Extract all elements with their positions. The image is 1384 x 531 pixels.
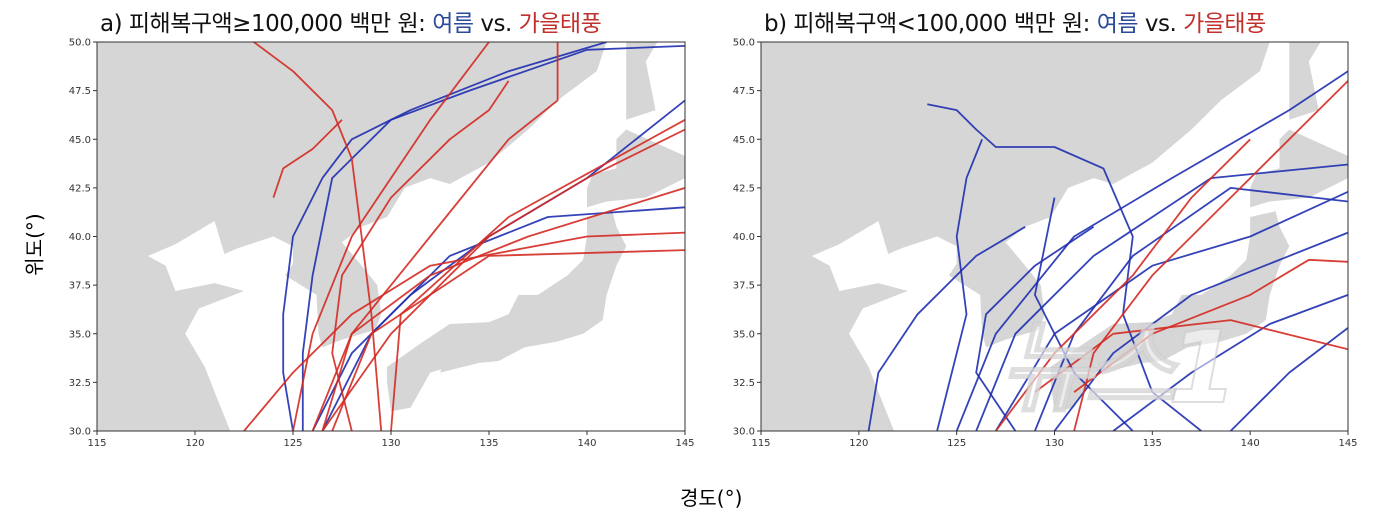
- title-summer: 여름: [432, 11, 474, 37]
- hokkaido-land: [1250, 129, 1348, 208]
- y-tick-label: 30.0: [733, 427, 755, 438]
- summer-typhoon-track: [282, 42, 607, 431]
- x-tick-label: 125: [283, 438, 302, 449]
- x-tick-label: 145: [675, 438, 694, 449]
- x-tick-label: 135: [1143, 438, 1162, 449]
- continent-land: [761, 42, 1270, 431]
- title-vs: vs.: [473, 11, 519, 37]
- y-tick-label: 45.0: [69, 135, 91, 146]
- summer-typhoon-track: [1053, 231, 1348, 431]
- summer-typhoon-track: [927, 103, 1202, 431]
- x-tick-label: 115: [751, 438, 770, 449]
- title-autumn: 가을태풍: [518, 11, 602, 37]
- autumn-typhoon-track: [311, 187, 685, 431]
- sakhalin-land: [626, 42, 658, 120]
- summer-typhoon-track: [936, 138, 983, 431]
- title-vs: vs.: [1138, 11, 1184, 37]
- summer-typhoon-track: [995, 190, 1348, 431]
- shikoku-land: [440, 347, 480, 373]
- autumn-typhoon-track: [390, 119, 685, 431]
- title-summer: 여름: [1096, 11, 1139, 37]
- autumn-typhoon-track: [995, 138, 1251, 431]
- news1-watermark: 뉴스1: [999, 309, 1239, 426]
- autumn-typhoon-track: [321, 128, 685, 431]
- x-tick-label: 125: [947, 438, 966, 449]
- summer-typhoon-track: [1229, 327, 1348, 431]
- x-tick-label: 130: [1045, 438, 1064, 449]
- y-axis-label: 위도(°): [22, 213, 47, 276]
- autumn-typhoon-track: [253, 42, 383, 431]
- x-tick-label: 120: [185, 438, 204, 449]
- y-tick-label: 30.0: [69, 427, 91, 438]
- autumn-typhoon-track: [243, 231, 685, 431]
- panel-a: 115 120 125 130 135 140 145 30.0 32.5 35.0 37.5 40.…: [69, 38, 695, 450]
- summer-typhoon-track: [955, 70, 1348, 431]
- y-tick-label: 47.5: [69, 86, 91, 97]
- summer-typhoon-track: [321, 206, 685, 431]
- summer-typhoon-track: [1034, 197, 1134, 431]
- autumn-typhoon-track: [321, 42, 559, 431]
- y-tick-label: 35.0: [69, 329, 91, 340]
- autumn-typhoon-track: [1073, 80, 1348, 431]
- hokkaido-land: [587, 129, 685, 208]
- title-prefix: b) 피해복구액<100,000 백만 원:: [764, 11, 1097, 37]
- autumn-typhoon-track: [292, 42, 490, 431]
- y-tick-label: 32.5: [733, 378, 755, 389]
- y-tick-label: 40.0: [69, 232, 91, 243]
- y-tick-label: 37.5: [69, 281, 91, 292]
- autumn-typhoon-track: [272, 119, 343, 198]
- map-layer: [97, 42, 685, 431]
- title-prefix: a) 피해복구액≥100,000 백만 원:: [100, 11, 433, 37]
- y-tick-label: 32.5: [69, 378, 91, 389]
- panel-b: 115 120 125 130 135 140 145 30.0 32.5 35.0 37.5 40.…: [733, 38, 1358, 450]
- autumn-typhoon-track: [331, 80, 510, 431]
- x-axis-label: 경도(°): [680, 486, 743, 510]
- sakhalin-land: [1289, 42, 1321, 120]
- summer-typhoon-track: [1034, 186, 1348, 431]
- y-tick-label: 47.5: [733, 86, 755, 97]
- y-tick-label: 42.5: [69, 183, 91, 194]
- x-tick-label: 140: [1241, 438, 1260, 449]
- y-tick-label: 50.0: [733, 38, 755, 49]
- x-tick-label: 115: [87, 438, 106, 449]
- y-tick-label: 45.0: [733, 135, 755, 146]
- panel-a-title: a) 피해복구액≥100,000 백만 원: 여름 vs. 가을태풍: [100, 4, 602, 38]
- y-tick-label: 37.5: [733, 281, 755, 292]
- summer-typhoon-track: [301, 45, 685, 431]
- summer-typhoon-track: [867, 226, 1026, 431]
- x-tick-label: 145: [1338, 438, 1357, 449]
- continent-land: [97, 42, 607, 431]
- x-tick-label: 130: [381, 438, 400, 449]
- x-tick-label: 135: [479, 438, 498, 449]
- autumn-typhoon-track: [1073, 258, 1348, 393]
- map-layer: [761, 42, 1348, 431]
- y-tick-label: 35.0: [733, 329, 755, 340]
- y-tick-label: 40.0: [733, 232, 755, 243]
- y-tick-label: 42.5: [733, 183, 755, 194]
- y-tick-label: 50.0: [69, 38, 91, 49]
- x-tick-label: 140: [577, 438, 596, 449]
- title-autumn: 가을태풍: [1183, 11, 1266, 37]
- summer-typhoon-track: [975, 226, 1095, 431]
- summer-typhoon-track: [1112, 294, 1348, 431]
- x-tick-label: 120: [849, 438, 868, 449]
- summer-typhoon-track: [975, 163, 1348, 431]
- panel-b-title: b) 피해복구액<100,000 백만 원: 여름 vs. 가을태풍: [764, 4, 1266, 38]
